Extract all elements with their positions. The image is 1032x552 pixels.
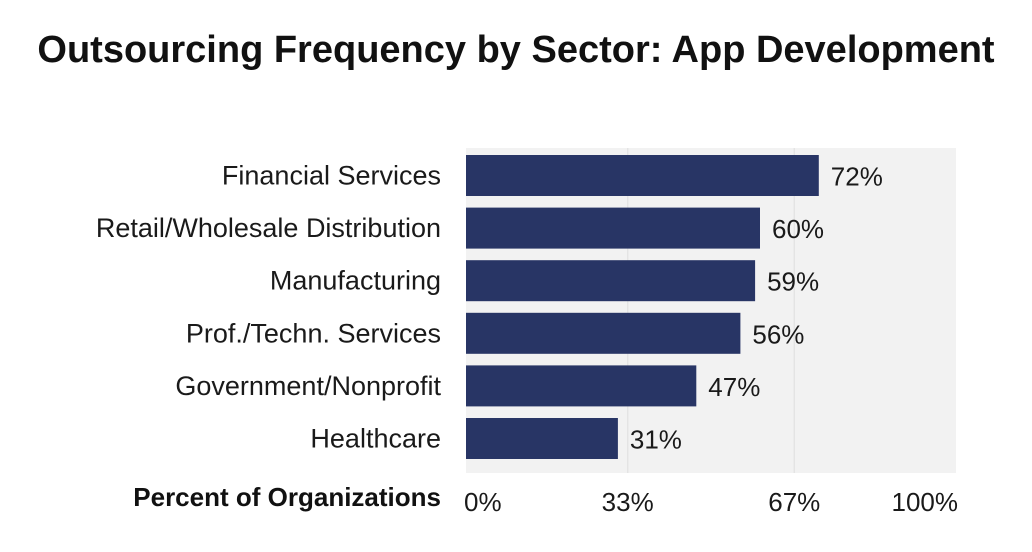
category-label: Healthcare xyxy=(310,424,441,454)
value-label: 72% xyxy=(831,162,883,192)
category-label: Government/Nonprofit xyxy=(175,371,441,401)
value-labels: 72%60% 59% 56% 47% 31% xyxy=(630,162,883,455)
x-axis-ticks: 0% 33% 67% 100% xyxy=(464,487,958,517)
category-label: Financial Services xyxy=(222,161,441,191)
x-axis-title: Percent of Organizations xyxy=(133,482,441,512)
chart-title: Outsourcing Frequency by Sector: App Dev… xyxy=(37,29,995,71)
bar xyxy=(466,312,741,354)
bars xyxy=(466,155,819,459)
x-tick-label: 100% xyxy=(892,487,959,517)
bar xyxy=(466,365,697,407)
x-tick-label: 33% xyxy=(602,487,654,517)
gridlines xyxy=(626,148,796,473)
value-label: 59% xyxy=(767,267,819,297)
x-tick-label: 0% xyxy=(464,487,502,517)
value-label: 31% xyxy=(630,425,682,455)
x-tick-label: 67% xyxy=(768,487,820,517)
bar xyxy=(466,418,618,459)
value-label: 60% xyxy=(772,214,824,244)
value-label: 56% xyxy=(752,319,804,349)
category-label: Prof./Techn. Services xyxy=(186,318,441,348)
bar xyxy=(466,207,760,249)
category-labels: Financial Services Retail/Wholesale Distr… xyxy=(96,161,442,454)
value-label: 47% xyxy=(708,372,760,402)
category-label: Retail/Wholesale Distribution xyxy=(96,213,441,243)
bar xyxy=(466,260,756,302)
category-label: Manufacturing xyxy=(270,266,441,296)
bar xyxy=(466,155,819,196)
